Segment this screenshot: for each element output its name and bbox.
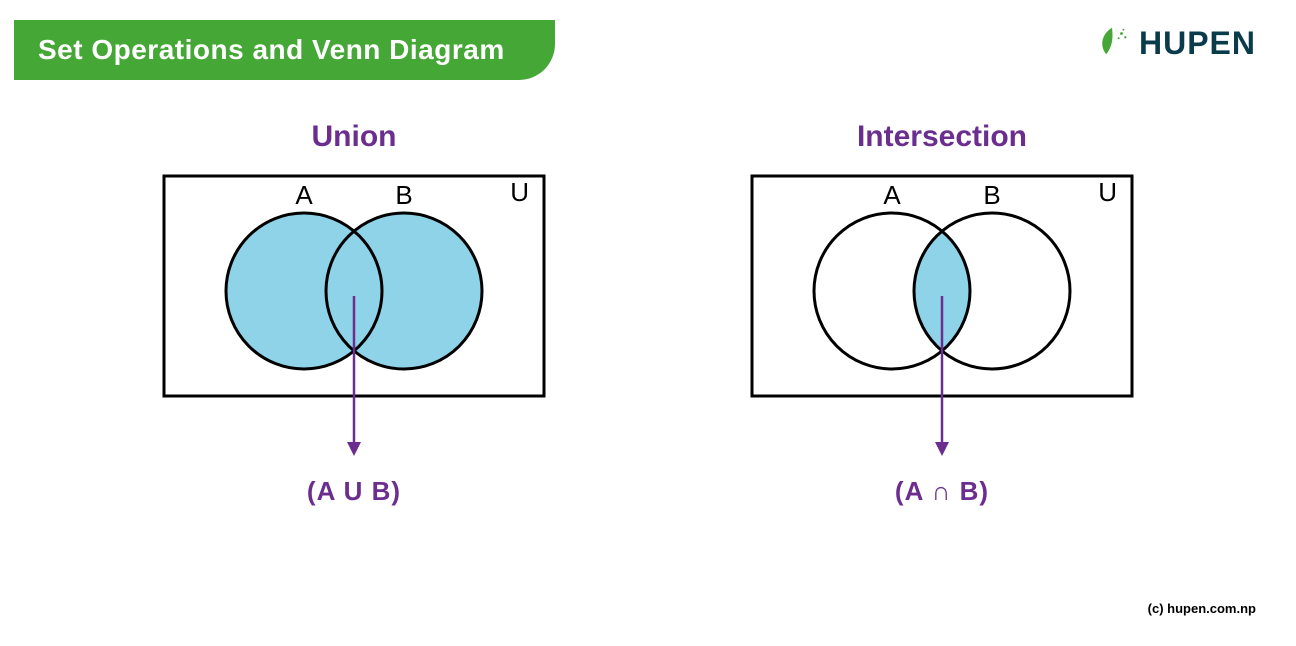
credit-text: (c) hupen.com.np [1148,601,1256,616]
label-u: U [510,177,529,207]
venn-union: A B U [144,166,564,466]
panel-intersection: Intersection A B U [692,120,1192,507]
formula-union: (A U B) [307,476,401,507]
label-b: B [395,180,412,210]
label-b: B [983,180,1000,210]
panel-union: Union A B U (A U B) [104,120,604,507]
leaf-icon [1093,24,1131,62]
panel-title-intersection: Intersection [857,120,1027,154]
brand-name: HUPEN [1139,25,1256,62]
brand-logo: HUPEN [1093,24,1256,62]
page-title: Set Operations and Venn Diagram [38,34,505,65]
formula-intersection: (A ∩ B) [895,476,989,507]
diagram-panels: Union A B U (A U B) [0,120,1296,507]
label-a: A [295,180,313,210]
title-banner: Set Operations and Venn Diagram [14,20,555,80]
label-u: U [1098,177,1117,207]
label-a: A [883,180,901,210]
panel-title-union: Union [312,120,397,154]
venn-intersection: A B U [732,166,1152,466]
